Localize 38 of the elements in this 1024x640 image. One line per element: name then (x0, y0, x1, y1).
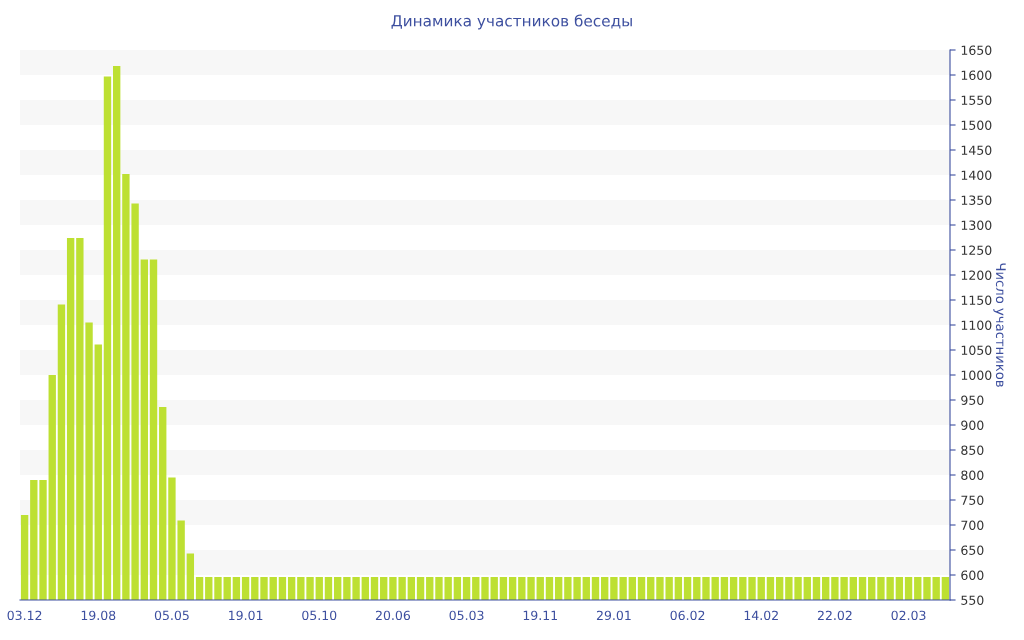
x-tick-label: 02.03 (891, 610, 926, 621)
y-tick-label: 550 (961, 595, 984, 605)
x-tick-label: 22.02 (817, 610, 852, 621)
y-tick-label: 1350 (961, 195, 992, 205)
y-tick-label: 1000 (961, 370, 992, 380)
y-tick-label: 800 (961, 470, 984, 480)
y-tick-label: 850 (961, 445, 984, 455)
y-axis-title: Число участников (993, 263, 1006, 387)
y-tick-label: 1400 (961, 170, 992, 180)
x-tick-label: 20.06 (375, 610, 411, 621)
x-tick-label: 19.11 (523, 610, 557, 621)
x-tick-label: 14.02 (744, 610, 778, 621)
x-tick-label: 19.08 (81, 610, 116, 621)
y-tick-label: 750 (961, 495, 984, 505)
x-tick-label: 05.05 (154, 610, 189, 621)
x-tick-label: 05.10 (302, 610, 337, 621)
y-tick-label: 1250 (961, 245, 992, 255)
x-tick-label: 29.01 (596, 610, 631, 621)
y-tick-label: 900 (961, 420, 984, 430)
y-tick-label: 700 (961, 520, 984, 530)
y-tick-label: 1450 (961, 145, 992, 155)
y-tick-label: 1600 (961, 70, 992, 80)
y-tick-label: 1100 (961, 320, 992, 330)
y-tick-label: 1650 (961, 45, 992, 55)
y-tick-label: 1050 (961, 345, 992, 355)
chart-title: Динамика участников беседы (391, 14, 632, 30)
y-tick-label: 950 (961, 395, 984, 405)
y-tick-label: 1200 (961, 270, 992, 280)
x-tick-label: 03.12 (7, 610, 42, 621)
x-tick-label: 06.02 (670, 610, 705, 621)
y-tick-label: 1150 (961, 295, 992, 305)
x-tick-label: 19.01 (229, 610, 263, 621)
y-tick-label: 1550 (961, 95, 992, 105)
y-tick-label: 650 (961, 545, 984, 555)
y-tick-label: 1500 (961, 120, 992, 130)
y-tick-label: 1300 (961, 220, 992, 230)
x-tick-label: 05.03 (449, 610, 484, 621)
y-tick-label: 600 (961, 570, 984, 580)
